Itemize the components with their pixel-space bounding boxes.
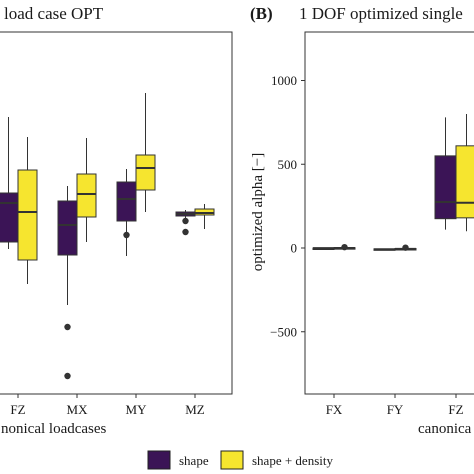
panel-b-x-axis-label: canonica: [418, 421, 472, 437]
panel-b-y-axis-label: optimized alpha [−]: [250, 153, 266, 271]
legend-label-shape-density: shape + density: [252, 453, 333, 468]
legend-swatch-shape: [147, 450, 171, 470]
box-body: [116, 181, 137, 222]
box-shape-fz: [434, 117, 457, 230]
legend: shape shape + density: [147, 450, 333, 470]
panel-b-x-ticks: FX FY FZ: [326, 394, 464, 417]
box-shape-mz: [175, 210, 196, 236]
box-shape-fz: [0, 117, 19, 249]
outlier-point: [182, 217, 189, 225]
outlier-point: [182, 228, 189, 236]
panel-b: (B) 1 DOF optimized single 10005000−500 …: [250, 4, 474, 437]
panel-a-x-ticks: FZ MX MY MZ: [10, 394, 205, 417]
panel-a-title: load case OPT: [4, 4, 104, 23]
box-body: [0, 192, 19, 243]
x-tick-label: FX: [326, 402, 343, 417]
box-shape-fx: [312, 247, 335, 250]
y-tick-label: −500: [270, 324, 297, 339]
x-tick-label: MY: [126, 402, 148, 417]
y-tick-label: 0: [291, 241, 298, 256]
panel-a-x-axis-label: nonical loadcases: [1, 421, 107, 437]
box-body: [455, 145, 474, 219]
box-shape-mx: [57, 186, 78, 380]
box-shape-density-fy: [394, 244, 417, 251]
box-shape-density-mx: [76, 138, 97, 242]
y-tick-label: 500: [278, 157, 298, 172]
panel-a-boxes: [0, 93, 215, 380]
x-tick-label: MZ: [185, 402, 205, 417]
panel-b-title: 1 DOF optimized single: [299, 4, 463, 23]
outlier-point: [64, 372, 71, 380]
legend-label-shape: shape: [179, 453, 209, 468]
outlier-point: [64, 323, 71, 331]
x-tick-label: FZ: [10, 402, 25, 417]
box-shape-my: [116, 169, 137, 256]
box-body: [17, 169, 38, 261]
box-body: [57, 200, 78, 256]
box-shape-density-mz: [194, 204, 215, 229]
panel-b-y-ticks: 1000 500 0 −500: [270, 73, 305, 339]
box-body: [434, 155, 457, 220]
panel-a-plot-frame: [0, 31, 233, 395]
box-body: [76, 173, 97, 218]
x-tick-label: FY: [387, 402, 404, 417]
box-shape-density-fz: [17, 137, 38, 284]
box-shape-fy: [373, 248, 396, 251]
panel-a: load case OPT FZ MX MY MZ nonical loadcases: [0, 4, 233, 437]
outlier-point: [402, 244, 409, 251]
y-tick-label: 1000: [271, 73, 297, 88]
outlier-point: [341, 243, 348, 251]
box-shape-density-fx: [333, 243, 356, 251]
x-tick-label: MX: [67, 402, 89, 417]
panel-b-boxes: [312, 114, 474, 251]
x-tick-label: FZ: [448, 402, 463, 417]
box-shape-density-fz: [455, 114, 474, 232]
panel-b-label: (B): [250, 4, 273, 23]
box-shape-density-my: [135, 93, 156, 212]
legend-swatch-shape-density: [220, 450, 244, 470]
outlier-point: [123, 231, 130, 239]
box-body: [135, 154, 156, 191]
